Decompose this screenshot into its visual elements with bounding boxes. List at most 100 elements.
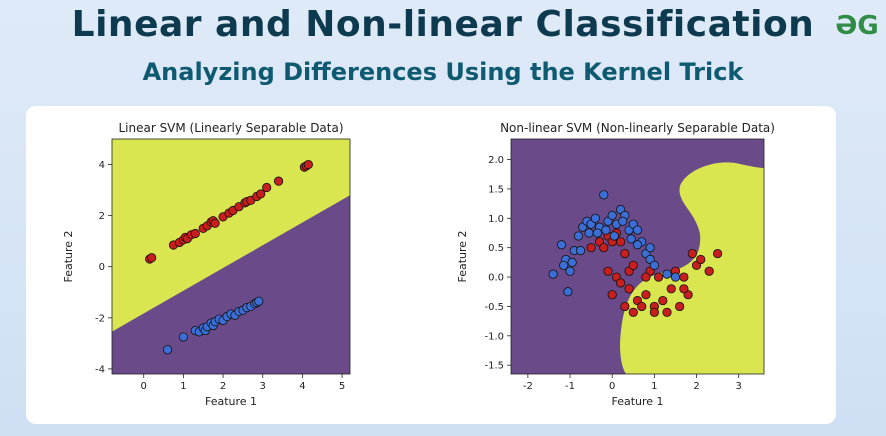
data-point	[616, 237, 626, 247]
x-axis-label: Feature 1	[611, 395, 663, 408]
data-point	[679, 284, 689, 294]
data-point	[178, 332, 188, 342]
data-point	[713, 248, 723, 259]
data-point	[162, 345, 173, 355]
y-axis-label: Feature 2	[62, 230, 75, 282]
plot-frame	[510, 138, 765, 375]
data-point	[687, 248, 697, 259]
data-point	[616, 278, 626, 288]
x-axis-label: Feature 1	[205, 395, 257, 408]
data-point	[675, 301, 685, 312]
y-tick-label: -1.5	[484, 361, 504, 372]
chart-1: 0 1 2 3 4 5 -4 -2 0 2 4 Linear SVM (Linearly Separa…	[62, 121, 351, 408]
data-point	[190, 228, 200, 239]
data-point	[624, 284, 634, 294]
data-point	[637, 301, 647, 312]
x-tick-label: 3	[260, 381, 266, 392]
data-point	[599, 190, 609, 200]
x-tick-label: 0	[141, 381, 147, 392]
x-tick-label: 2	[220, 381, 226, 392]
series-2	[162, 296, 264, 355]
data-point	[274, 176, 284, 186]
x-tick-label: -2	[523, 381, 533, 392]
data-point	[632, 240, 643, 250]
charts-card: 0 1 2 3 4 5 -4 -2 0 2 4 Linear SVM (Linearly Separa…	[26, 106, 836, 424]
data-point	[645, 243, 655, 253]
data-point	[666, 284, 676, 294]
x-tick-label: 3	[736, 381, 742, 392]
data-point	[592, 228, 603, 238]
data-point	[641, 290, 651, 300]
x-tick-label: 0	[609, 381, 615, 392]
data-point	[303, 159, 313, 170]
data-point	[620, 248, 630, 259]
data-point	[575, 246, 586, 256]
series-2	[548, 190, 681, 297]
data-point	[704, 266, 714, 276]
data-point	[696, 254, 706, 265]
y-tick-label: -2	[95, 313, 105, 324]
y-tick-label: 0	[99, 262, 105, 273]
data-point	[565, 266, 575, 276]
y-tick-label: -0.5	[484, 302, 504, 313]
data-point	[653, 272, 664, 282]
data-point	[601, 225, 611, 235]
data-point	[548, 269, 558, 279]
data-point	[628, 307, 638, 317]
series-1	[145, 159, 313, 264]
chart-title: Linear SVM (Linearly Separable Data)	[118, 121, 343, 135]
charts-svg: 0 1 2 3 4 5 -4 -2 0 2 4 Linear SVM (Linearly Separa…	[62, 121, 775, 408]
data-point	[607, 210, 617, 220]
page-subtitle: Analyzing Differences Using the Kernel T…	[142, 58, 744, 86]
plot-frame	[111, 138, 351, 375]
page-title: Linear and Non-linear Classification	[71, 4, 815, 45]
data-point	[573, 231, 584, 241]
data-point	[628, 260, 638, 270]
region-class-red	[620, 162, 764, 374]
gfg-logo-icon: ƏG	[835, 11, 878, 41]
data-point	[567, 257, 577, 267]
data-point	[670, 272, 681, 282]
data-point	[620, 301, 630, 312]
data-point	[210, 218, 220, 228]
region-class-red	[112, 139, 350, 332]
y-tick-label: 2.0	[488, 155, 504, 166]
x-tick-label: 5	[339, 381, 345, 392]
y-tick-label: -4	[95, 364, 105, 375]
x-tick-label: -1	[565, 381, 575, 392]
y-tick-label: 4	[99, 160, 105, 171]
data-point	[586, 243, 596, 253]
chart-2: -2 -1 0 1 2 3 -1.5 -1.0 -0.5 0.0 0.5 1.0 1.5 2.0 Non-l…	[456, 121, 775, 408]
data-point	[256, 189, 266, 199]
data-point	[254, 296, 264, 306]
x-tick-label: 2	[693, 381, 699, 392]
x-tick-label: 1	[180, 381, 186, 392]
x-tick-label: 1	[651, 381, 657, 392]
data-point	[590, 213, 600, 223]
y-tick-label: 1.5	[488, 184, 504, 195]
data-point	[626, 234, 636, 244]
data-point	[649, 260, 659, 270]
data-point	[603, 266, 613, 276]
y-tick-label: -1.0	[484, 331, 504, 342]
data-point	[618, 216, 628, 226]
y-axis-label: Feature 2	[456, 230, 469, 282]
data-point	[607, 290, 617, 300]
data-point	[584, 228, 594, 238]
x-tick-label: 4	[299, 381, 305, 392]
data-point	[658, 295, 668, 306]
chart-title: Non-linear SVM (Non-linearly Separable D…	[500, 121, 775, 135]
data-point	[563, 287, 573, 297]
y-tick-label: 1.0	[488, 214, 504, 225]
data-point	[147, 253, 157, 263]
data-point	[649, 307, 659, 317]
data-point	[641, 272, 651, 282]
data-point	[662, 269, 672, 279]
data-point	[599, 243, 609, 253]
data-point	[632, 225, 643, 235]
data-point	[556, 240, 567, 250]
y-tick-label: 0.0	[488, 273, 504, 284]
series-1	[586, 228, 723, 317]
data-point	[662, 307, 672, 317]
y-tick-label: 0.5	[488, 243, 504, 254]
